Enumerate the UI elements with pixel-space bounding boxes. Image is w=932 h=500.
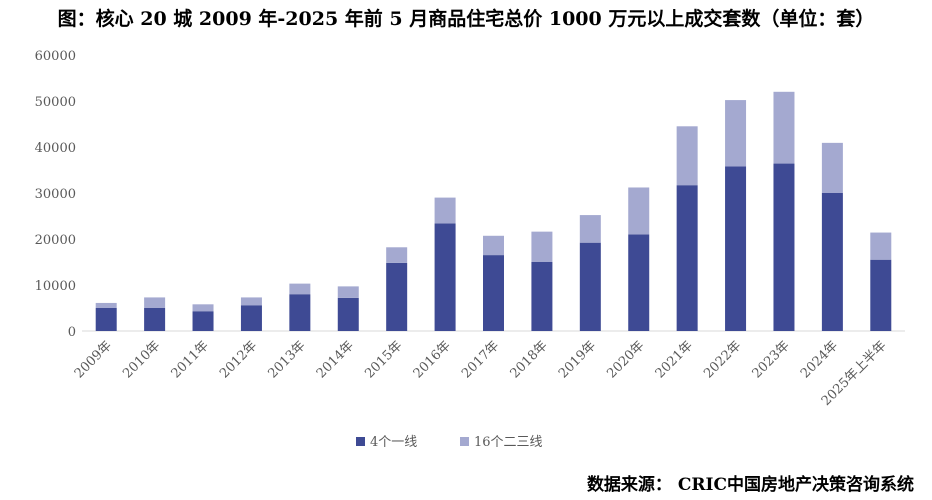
y-tick-label: 40000 (35, 141, 76, 156)
y-tick-label: 20000 (35, 233, 76, 248)
bar-segment-tier1 (337, 297, 359, 331)
bar-segment-tier23 (531, 231, 553, 262)
x-tick-label: 2014年 (314, 338, 357, 381)
bar-segment-tier1 (676, 185, 698, 331)
bar-segment-tier1 (579, 242, 601, 331)
bar-segment-tier1 (773, 163, 795, 331)
legend-label: 4个一线 (370, 435, 417, 450)
x-tick-label: 2009年 (72, 338, 115, 381)
x-tick-label: 2024年 (798, 338, 841, 381)
x-tick-label: 2013年 (265, 338, 308, 381)
bar-segment-tier1 (821, 193, 843, 331)
bar-segment-tier23 (144, 297, 166, 308)
y-tick-label: 0 (68, 325, 76, 340)
x-tick-label: 2021年 (653, 338, 696, 381)
bar-segment-tier1 (144, 308, 166, 331)
y-tick-label: 30000 (35, 187, 76, 202)
x-tick-label: 2020年 (604, 338, 647, 381)
bar-segment-tier1 (628, 234, 650, 331)
bar-segment-tier1 (289, 294, 311, 331)
source-note: 数据来源： CRIC中国房地产决策咨询系统 (586, 475, 914, 495)
y-tick-label: 10000 (35, 279, 76, 294)
x-axis-ticks: 2009年 2010年 2011年 2012年 2013年 2014年 2015年 2016年… (72, 338, 890, 409)
bar-segment-tier23 (870, 232, 892, 260)
bar-segment-tier1 (240, 305, 262, 331)
x-tick-label: 2016年 (411, 338, 454, 381)
bar-segment-tier1 (95, 308, 117, 331)
bar-segment-tier23 (192, 304, 214, 312)
bar-segment-tier23 (579, 215, 601, 243)
y-tick-label: 60000 (35, 49, 76, 64)
x-tick-label: 2023年 (750, 338, 793, 381)
bar-segment-tier1 (192, 311, 214, 331)
bar-segment-tier1 (386, 262, 408, 331)
bar-segment-tier23 (337, 286, 359, 298)
bar-segment-tier1 (531, 262, 553, 331)
bar-segment-tier23 (628, 187, 650, 235)
bar-segment-tier23 (240, 297, 262, 306)
legend-swatch (356, 437, 365, 446)
legend-swatch (460, 437, 469, 446)
bar-segment-tier1 (483, 255, 504, 331)
y-tick-label: 50000 (35, 95, 76, 110)
bar-segment-tier23 (95, 302, 117, 308)
y-axis-ticks: 0 10000 20000 30000 40000 50000 60000 (35, 49, 76, 340)
legend-label: 16个二三线 (474, 435, 543, 450)
bar-segment-tier23 (676, 126, 698, 186)
bar-segment-tier1 (434, 223, 456, 331)
x-tick-label: 2012年 (217, 338, 260, 381)
bar-segment-tier1 (725, 166, 747, 331)
bar-segment-tier23 (725, 100, 747, 167)
chart-title: 图：核心 20 城 2009 年-2025 年前 5 月商品住宅总价 1000 … (57, 8, 875, 30)
bar-segment-tier23 (434, 197, 456, 224)
bar-segment-tier23 (386, 247, 408, 263)
x-tick-label: 2019年 (556, 338, 599, 381)
bar-segment-tier23 (483, 235, 504, 256)
x-tick-label: 2010年 (120, 338, 163, 381)
x-tick-label: 2015年 (362, 338, 405, 381)
bar-segment-tier23 (773, 91, 795, 164)
bar-segment-tier23 (821, 142, 843, 193)
x-tick-label: 2022年 (701, 338, 744, 381)
bar-segment-tier1 (870, 259, 892, 331)
bars (95, 91, 892, 331)
x-tick-label: 2011年 (169, 338, 212, 381)
legend: 4个一线 16个二三线 (356, 435, 543, 450)
bar-segment-tier23 (289, 283, 311, 295)
x-tick-label: 2018年 (508, 338, 551, 381)
x-tick-label: 2017年 (459, 338, 502, 381)
